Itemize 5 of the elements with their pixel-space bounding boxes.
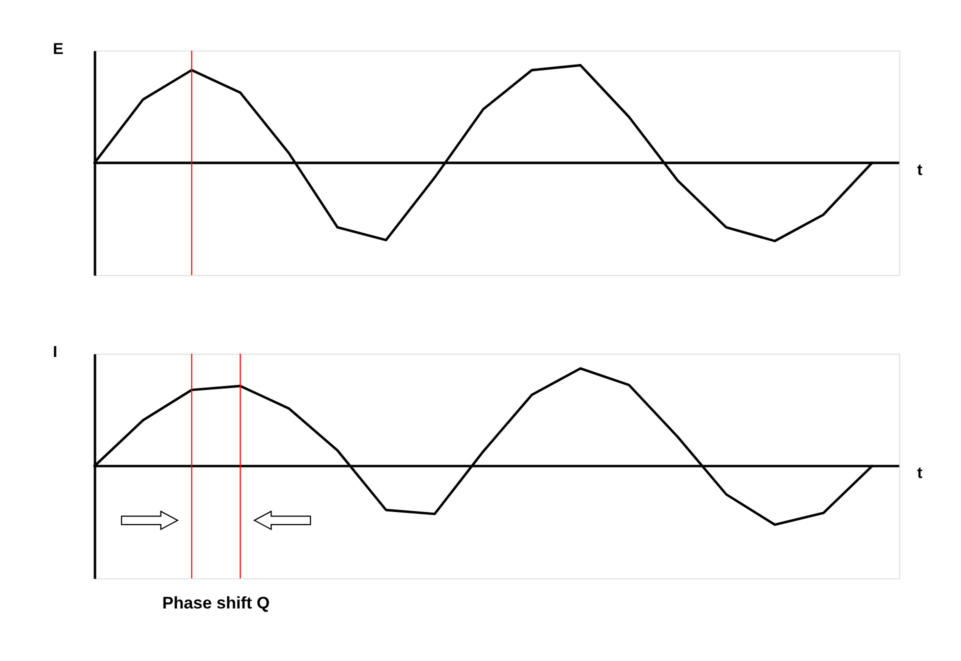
text: Phase shift Q (162, 593, 270, 612)
x-axis-title: t (917, 465, 924, 482)
x-axis-title: t (917, 162, 924, 180)
y-axis-title: E (52, 40, 64, 58)
y-axis-title: I (52, 344, 58, 362)
